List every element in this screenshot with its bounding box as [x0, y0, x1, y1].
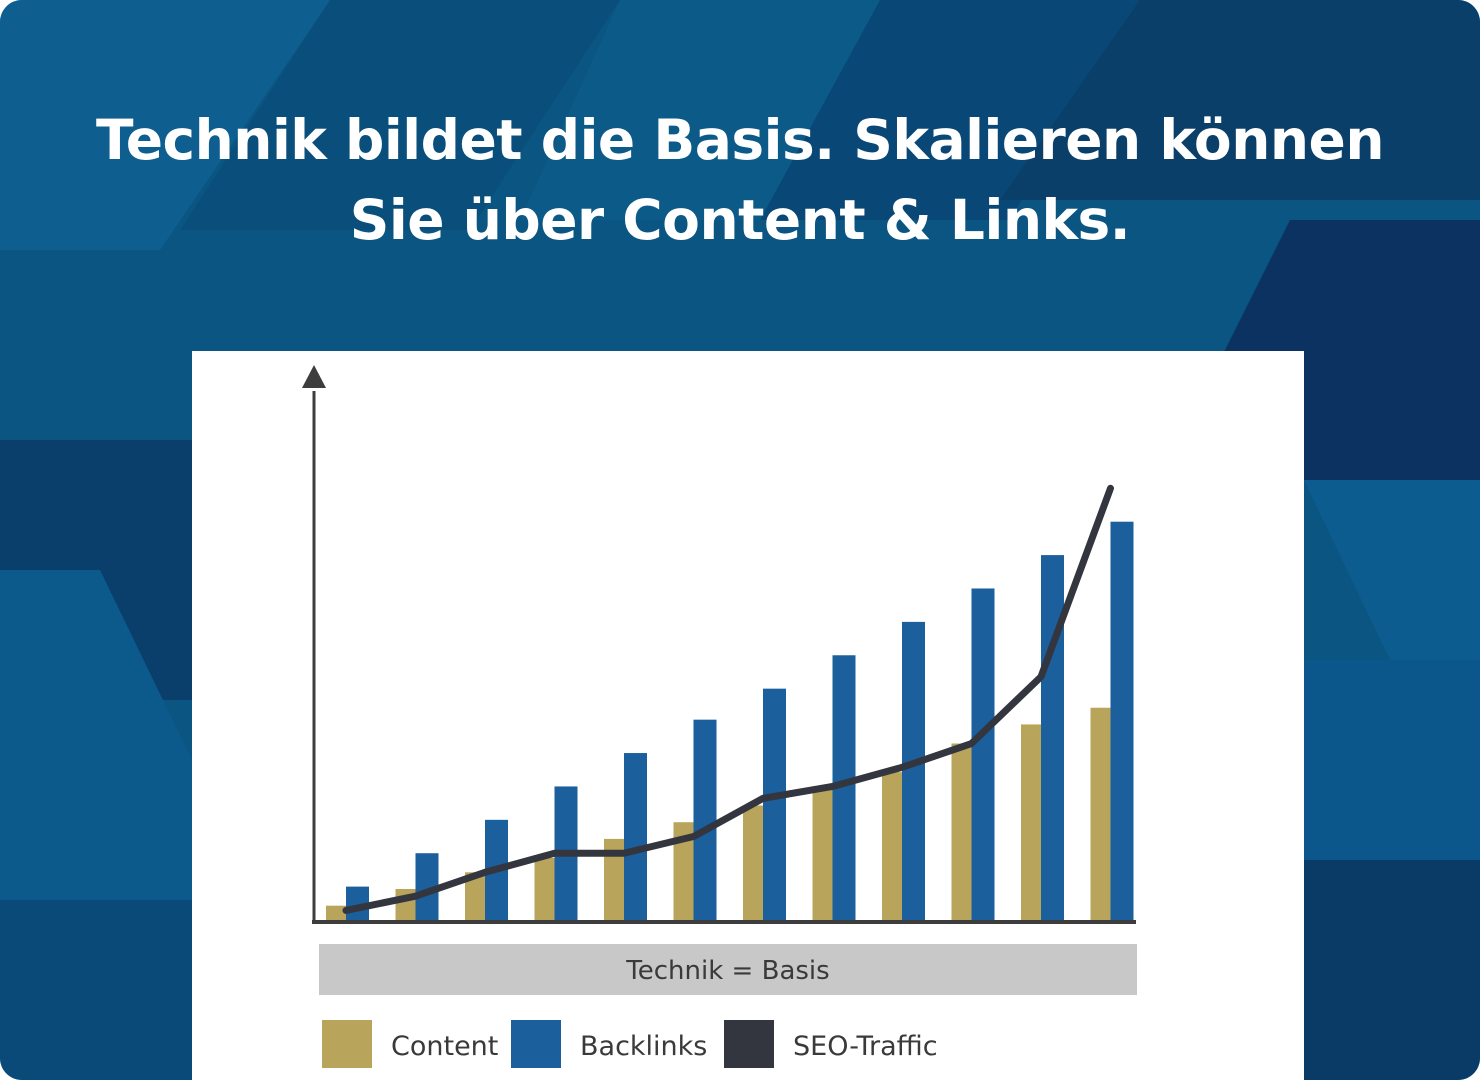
- bar-backlinks-2: [415, 853, 439, 920]
- bar-backlinks-6: [693, 719, 717, 920]
- bar-content-9: [882, 772, 905, 920]
- bar-backlinks-12: [1110, 521, 1134, 920]
- bar-backlinks-10: [971, 588, 995, 920]
- legend-label-seo-traffic: SEO-Traffic: [793, 1031, 938, 1062]
- bg-shape: [1000, 0, 1480, 200]
- bar-backlinks-5: [624, 753, 647, 920]
- bg-shape: [520, 0, 880, 220]
- bg-shape: [1304, 480, 1480, 660]
- bar-content-8: [812, 788, 836, 920]
- bar-backlinks-11: [1041, 555, 1064, 920]
- bg-shape: [760, 0, 1140, 220]
- basis-band-label: Technik = Basis: [625, 956, 829, 986]
- bar-content-12: [1090, 707, 1114, 920]
- bg-shape: [0, 570, 192, 900]
- bg-shape: [1304, 860, 1480, 1080]
- bg-shape: [1304, 660, 1480, 860]
- basis-band: [319, 944, 1137, 995]
- y-axis-arrow-icon: [302, 365, 326, 388]
- axes: [302, 365, 1136, 924]
- bg-shape: [180, 0, 620, 230]
- legend-swatch-content: [322, 1020, 372, 1068]
- legend-swatch-backlinks: [511, 1020, 561, 1068]
- bar-content-4: [534, 857, 558, 920]
- bg-shape: [0, 900, 192, 1080]
- bar-content-7: [743, 805, 766, 920]
- legend-swatch-seo-traffic: [724, 1020, 774, 1068]
- line-layer: [342, 484, 1114, 914]
- bar-content-10: [951, 743, 975, 920]
- bar-content-11: [1021, 724, 1044, 920]
- line-seo-traffic: [342, 484, 1114, 914]
- bg-shape: [0, 0, 330, 250]
- bar-backlinks-9: [902, 621, 925, 920]
- chart: Technik = Basis Content Backlinks SEO-Traf…: [302, 365, 1137, 1068]
- legend: Content Backlinks SEO-Traffic: [322, 1020, 938, 1068]
- headline-line-2: Sie über Content & Links.: [349, 188, 1131, 252]
- headline: Technik bildet die Basis. Skalieren könn…: [0, 100, 1480, 260]
- legend-label-content: Content: [391, 1031, 498, 1062]
- bar-backlinks-8: [832, 655, 856, 920]
- bar-content-3: [465, 872, 488, 920]
- legend-label-backlinks: Backlinks: [580, 1031, 707, 1062]
- bar-content-5: [604, 838, 627, 920]
- bar-backlinks-7: [763, 688, 786, 920]
- bar-content-6: [673, 822, 697, 920]
- chart-card: Technik = Basis Content Backlinks SEO-Traf…: [192, 351, 1304, 1080]
- headline-line-1: Technik bildet die Basis. Skalieren könn…: [96, 108, 1384, 172]
- bars-layer: [326, 521, 1134, 920]
